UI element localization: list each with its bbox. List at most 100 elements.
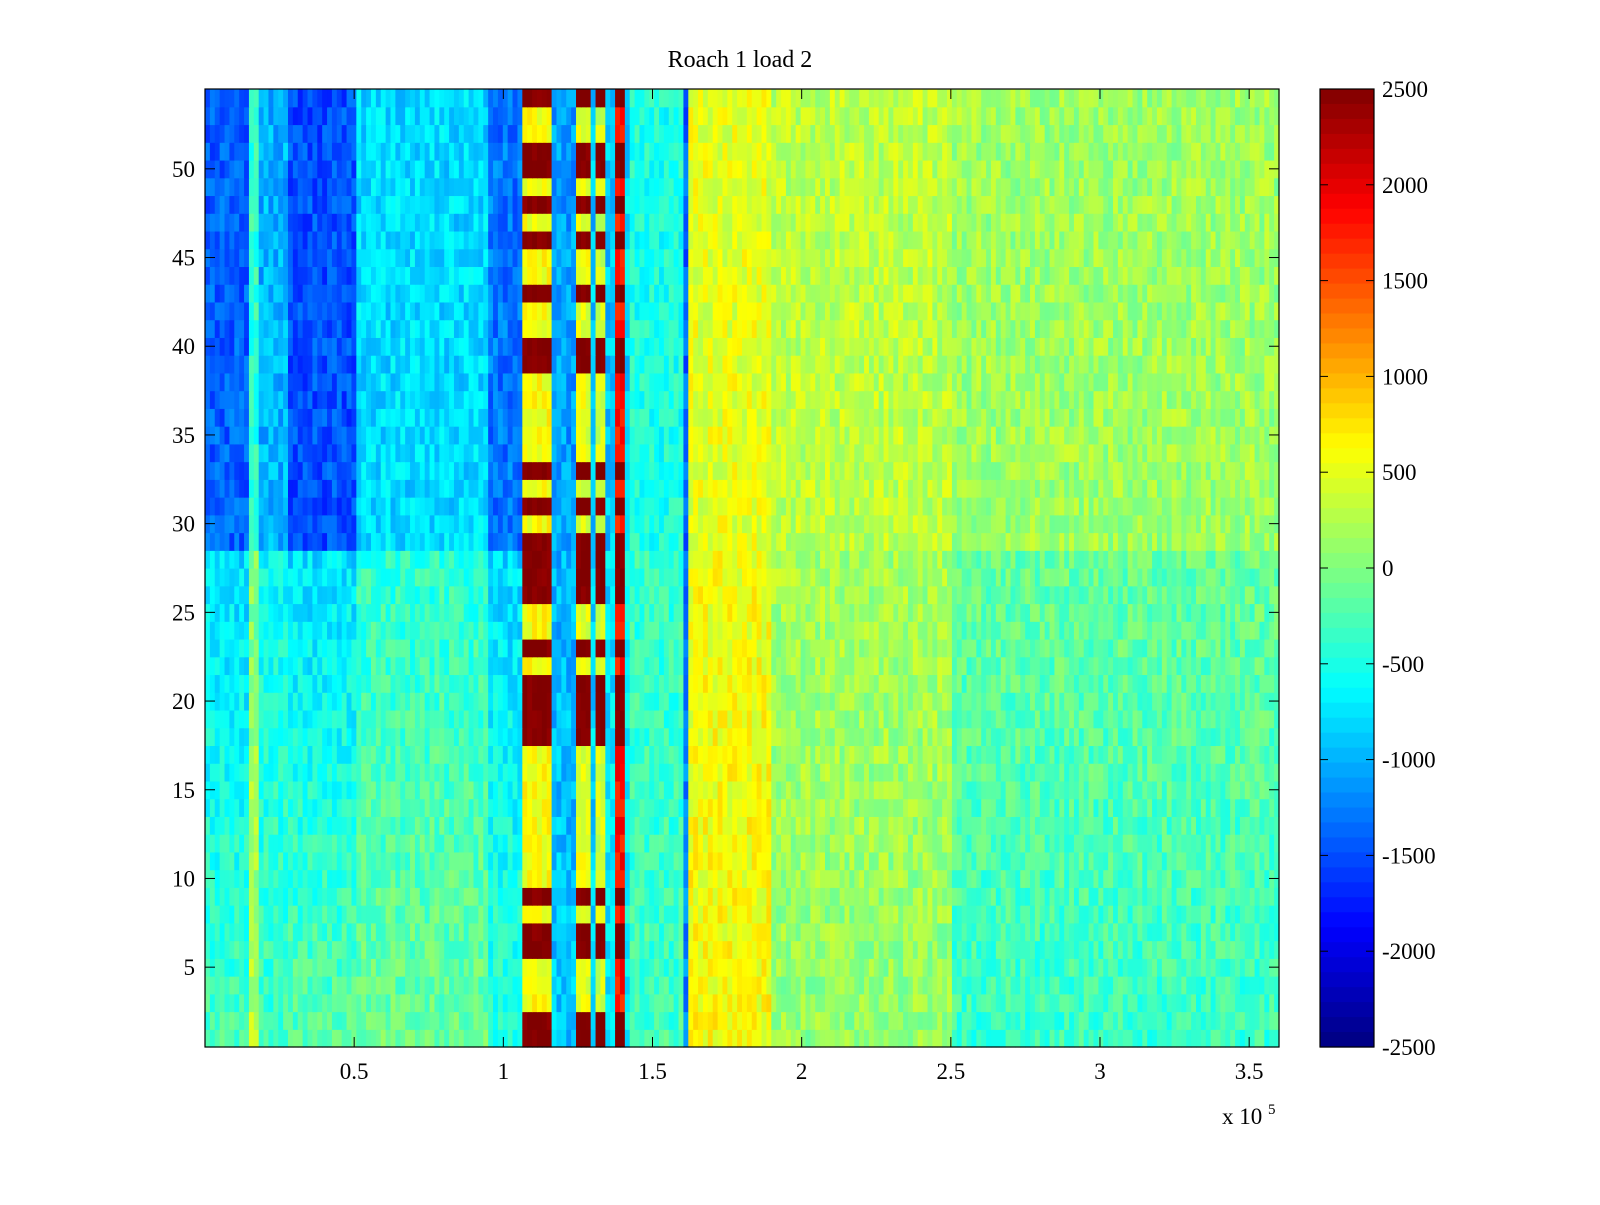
heatmap-cell bbox=[1239, 692, 1246, 711]
heatmap-cell bbox=[810, 869, 816, 888]
heatmap-cell bbox=[1103, 709, 1109, 729]
heatmap-cell bbox=[229, 780, 235, 800]
heatmap-cell bbox=[717, 905, 724, 924]
heatmap-cell bbox=[883, 816, 890, 835]
heatmap-cell bbox=[1005, 709, 1012, 729]
heatmap-cell bbox=[1127, 1029, 1134, 1048]
heatmap-cell bbox=[419, 727, 426, 747]
heatmap-cell bbox=[439, 905, 445, 924]
heatmap-cell bbox=[283, 940, 289, 959]
heatmap-cell bbox=[629, 692, 636, 711]
heatmap-cell bbox=[1054, 745, 1060, 764]
heatmap-cell bbox=[1054, 869, 1060, 888]
heatmap-cell bbox=[219, 993, 226, 1013]
heatmap-cell bbox=[693, 727, 699, 747]
heatmap-cell bbox=[361, 851, 367, 871]
heatmap-cell bbox=[361, 1029, 367, 1048]
heatmap-cell bbox=[1069, 780, 1075, 800]
heatmap-cell bbox=[1117, 922, 1124, 942]
heatmap-cell bbox=[229, 816, 235, 835]
heatmap-cell bbox=[1235, 1029, 1241, 1048]
heatmap-cell bbox=[839, 709, 846, 729]
heatmap-cell bbox=[805, 816, 811, 835]
heatmap-cell bbox=[903, 905, 909, 924]
heatmap-cell bbox=[273, 656, 279, 676]
heatmap-cell bbox=[253, 745, 260, 764]
heatmap-cell bbox=[1156, 656, 1163, 676]
heatmap-cell bbox=[576, 1029, 582, 1048]
heatmap-cell bbox=[947, 1029, 953, 1048]
heatmap-cell bbox=[1127, 887, 1134, 906]
heatmap-cell bbox=[1064, 674, 1070, 693]
heatmap-cell bbox=[532, 745, 538, 764]
heatmap-cell bbox=[351, 692, 357, 711]
heatmap-cell bbox=[268, 763, 274, 782]
heatmap-cell bbox=[1034, 922, 1041, 942]
heatmap-cell bbox=[605, 922, 611, 942]
heatmap-cell bbox=[307, 940, 313, 959]
heatmap-cell bbox=[727, 940, 733, 959]
heatmap-cell bbox=[317, 798, 323, 817]
heatmap-cell bbox=[483, 674, 489, 693]
heatmap-cell bbox=[590, 1011, 597, 1030]
heatmap-cell bbox=[1176, 798, 1182, 817]
heatmap-cell bbox=[497, 638, 504, 658]
heatmap-cell bbox=[1117, 816, 1124, 835]
heatmap-cell bbox=[556, 816, 562, 835]
heatmap-cell bbox=[1069, 763, 1075, 782]
heatmap-cell bbox=[1215, 692, 1222, 711]
heatmap-cell bbox=[849, 727, 855, 747]
heatmap-cell bbox=[1108, 905, 1114, 924]
heatmap-cell bbox=[864, 816, 870, 835]
heatmap-cell bbox=[839, 1029, 846, 1048]
heatmap-cell bbox=[1269, 922, 1275, 942]
heatmap-cell bbox=[795, 940, 802, 959]
heatmap-cell bbox=[410, 780, 416, 800]
heatmap-cell bbox=[1127, 976, 1134, 995]
heatmap-cell bbox=[1020, 887, 1026, 906]
heatmap-cell bbox=[278, 798, 284, 817]
heatmap-cell bbox=[1073, 869, 1080, 888]
heatmap-cell bbox=[917, 780, 924, 800]
heatmap-cell bbox=[361, 834, 367, 853]
heatmap-cell bbox=[400, 993, 406, 1013]
heatmap-cell bbox=[1200, 656, 1207, 676]
heatmap-cell bbox=[824, 709, 831, 729]
heatmap-cell bbox=[951, 727, 958, 747]
heatmap-cell bbox=[1249, 922, 1256, 942]
heatmap-cell bbox=[253, 692, 260, 711]
heatmap-cell bbox=[1098, 692, 1104, 711]
heatmap-cell bbox=[1249, 958, 1256, 977]
heatmap-cell bbox=[541, 727, 548, 747]
heatmap-cell bbox=[1244, 709, 1251, 729]
heatmap-cell bbox=[1020, 993, 1026, 1013]
heatmap-cell bbox=[1274, 887, 1280, 906]
heatmap-cell bbox=[688, 656, 694, 676]
heatmap-cell bbox=[209, 851, 216, 871]
heatmap-cell bbox=[527, 638, 533, 658]
heatmap-cell bbox=[395, 851, 401, 871]
heatmap-cell bbox=[497, 1011, 504, 1030]
heatmap-cell bbox=[1220, 798, 1226, 817]
heatmap-cell bbox=[824, 993, 831, 1013]
heatmap-cell bbox=[1220, 763, 1226, 782]
heatmap-cell bbox=[1191, 887, 1197, 906]
heatmap-cell bbox=[263, 834, 270, 853]
heatmap-cell bbox=[532, 763, 538, 782]
heatmap-cell bbox=[976, 887, 982, 906]
heatmap-cell bbox=[1200, 798, 1207, 817]
heatmap-cell bbox=[346, 993, 353, 1013]
heatmap-cell bbox=[849, 1011, 855, 1030]
heatmap-cell bbox=[395, 656, 401, 676]
heatmap-cell bbox=[712, 993, 719, 1013]
heatmap-cell bbox=[209, 1011, 216, 1030]
heatmap-cell bbox=[868, 816, 875, 835]
heatmap-cell bbox=[844, 709, 850, 729]
heatmap-cell bbox=[654, 976, 660, 995]
heatmap-cell bbox=[732, 656, 738, 676]
heatmap-cell bbox=[414, 922, 421, 942]
heatmap-cell bbox=[410, 763, 416, 782]
heatmap-cell bbox=[893, 798, 899, 817]
heatmap-cell bbox=[463, 869, 470, 888]
heatmap-cell bbox=[395, 674, 401, 693]
